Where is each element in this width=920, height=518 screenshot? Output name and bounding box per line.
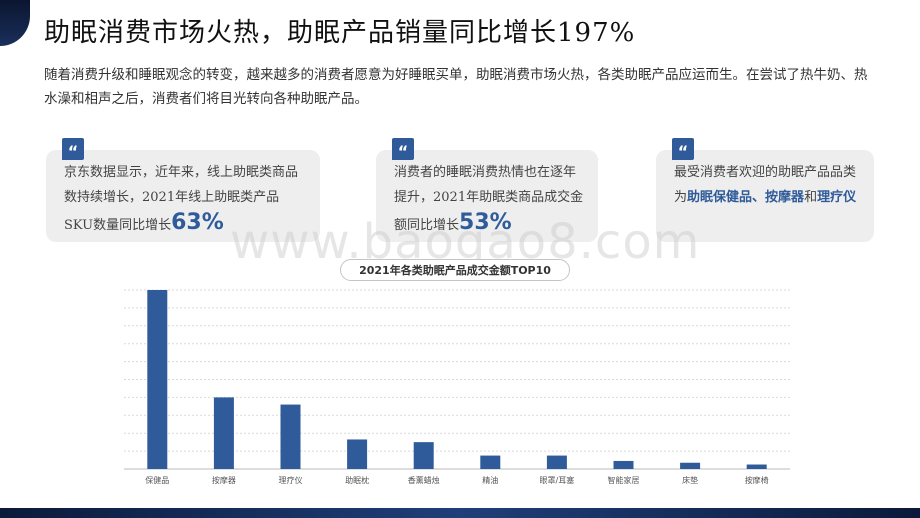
x-tick-label: 按摩椅 [745,475,769,485]
card-text-and: 和 [804,190,818,205]
bar-7 [613,460,634,469]
bar-0 [147,290,168,469]
card-text: 最受消费者欢迎的助眠产品品类为 [674,165,857,205]
bar-4 [413,442,434,469]
bar-3 [347,439,368,469]
x-tick-label: 床垫 [682,475,698,485]
x-tick-label: 按摩器 [212,475,236,485]
bar-9 [746,464,767,469]
quote-icon: “ [672,138,694,160]
x-tick-label: 助眠枕 [345,475,369,485]
card-text: 京东数据显示，近年来，线上助眠类商品数持续增长，2021年线上助眠类产品SKU数… [64,165,299,233]
stat-card-sku: “ 京东数据显示，近年来，线上助眠类商品数持续增长，2021年线上助眠类产品SK… [46,138,320,242]
highlight-separator: 、 [752,190,766,205]
bar-5 [480,455,501,469]
bar-8 [680,462,701,469]
x-tick-label: 理疗仪 [279,475,303,485]
highlight-supplement: 助眠保健品 [687,190,753,205]
intro-paragraph: 随着消费升级和睡眠观念的转变，越来越多的消费者愿意为好睡眠买单，助眠消费市场火热… [44,67,868,107]
page-title: 助眠消费市场火热，助眠产品销量同比增长197% [44,18,636,48]
x-tick-label: 香薰蜡烛 [408,475,440,485]
card-text: 消费者的睡眠消费热情也在逐年提升，2021年助眠类商品成交金额同比增长 [394,165,584,233]
quote-icon: “ [62,138,84,160]
bottom-bar [0,508,920,518]
bar-1 [213,397,234,469]
x-tick-label: 精油 [482,475,498,485]
card-highlight: 63% [171,210,224,235]
x-tick-label: 智能家居 [608,475,640,485]
x-tick-label: 保健品 [145,475,169,485]
highlight-massager: 按摩器 [765,190,805,205]
chart-title: 2021年各类助眠产品成交金额TOP10 [340,259,570,281]
stat-card-amount: “ 消费者的睡眠消费热情也在逐年提升，2021年助眠类商品成交金额同比增长53% [376,138,598,242]
bar-2 [280,404,301,469]
bar-6 [546,455,567,469]
stat-card-popular: “ 最受消费者欢迎的助眠产品品类为助眠保健品、按摩器和理疗仪 [656,138,874,242]
quote-icon: “ [392,138,414,160]
card-highlight: 53% [459,210,512,235]
x-tick-label: 眼罩/耳塞 [540,475,575,485]
highlight-therapy: 理疗仪 [817,190,857,205]
